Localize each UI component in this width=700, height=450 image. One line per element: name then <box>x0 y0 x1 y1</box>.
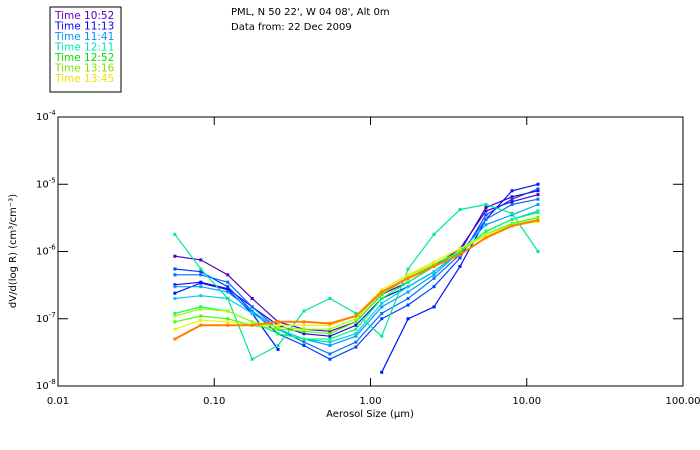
legend-entry: Time 11:13 <box>54 21 114 33</box>
x-tick-label: 100.00 <box>666 396 700 407</box>
y-axis-label: dV/d(log R) (cm³/cm⁻³) <box>8 194 19 308</box>
series-line <box>174 219 539 340</box>
y-tick-label: 10-4 <box>36 109 56 123</box>
x-tick-label: 0.01 <box>47 396 69 407</box>
chart-title-line-1: PML, N 50 22', W 04 08', Alt 0m <box>231 7 390 18</box>
y-tick-base: 10 <box>36 112 49 123</box>
y-tick-exponent: -6 <box>49 244 57 252</box>
legend-box <box>49 6 122 93</box>
y-tick-exponent: -5 <box>49 176 56 184</box>
y-tick-label: 10-8 <box>36 378 56 392</box>
data-series-8 <box>173 202 540 361</box>
x-tick-label: 10.00 <box>512 396 541 407</box>
series-line <box>174 188 539 360</box>
y-tick-base: 10 <box>36 314 49 325</box>
plot-area-frame <box>57 116 684 387</box>
y-tick-exponent: -4 <box>49 109 57 117</box>
y-tick-base: 10 <box>36 247 49 258</box>
y-tick-label: 10-6 <box>36 244 56 258</box>
data-point <box>276 347 280 351</box>
x-tick-label: 0.10 <box>203 396 225 407</box>
y-tick-label: 10-7 <box>36 311 56 325</box>
x-axis-label: Aerosol Size (µm) <box>326 409 414 420</box>
legend-entry: Time 10:52 <box>54 10 114 22</box>
data-series-7 <box>173 209 540 344</box>
data-point <box>173 320 177 324</box>
series-line <box>174 198 539 355</box>
series-line <box>381 183 539 373</box>
legend-entry: Time 12:11 <box>54 42 114 54</box>
y-tick-exponent: -7 <box>49 311 56 319</box>
legend-entry: Time 13:16 <box>54 63 115 75</box>
series-line <box>174 203 539 361</box>
series-line <box>174 194 539 332</box>
legend-entry: Time 11:41 <box>54 31 114 43</box>
chart-title-line-2: Data from: 22 Dec 2009 <box>231 22 352 33</box>
data-point <box>173 311 177 315</box>
series-line <box>174 203 539 347</box>
y-tick-base: 10 <box>36 179 49 190</box>
legend-entry: Time 13:45 <box>54 73 114 85</box>
y-tick-exponent: -8 <box>49 378 56 386</box>
data-series-5 <box>173 197 540 356</box>
data-series-13 <box>173 218 540 341</box>
legend-entry: Time 12:52 <box>54 52 114 64</box>
y-tick-label: 10-5 <box>36 176 56 190</box>
y-tick-base: 10 <box>36 381 49 392</box>
x-tick-label: 1.00 <box>359 396 381 407</box>
series-line <box>174 218 539 330</box>
